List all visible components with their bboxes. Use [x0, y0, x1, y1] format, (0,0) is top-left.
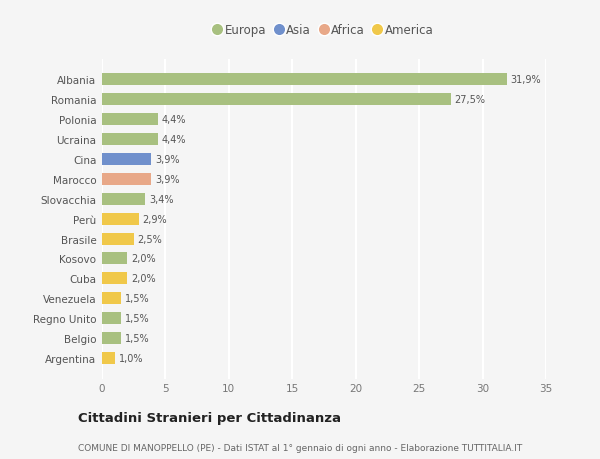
Text: 4,4%: 4,4% [161, 135, 186, 145]
Bar [102, 174, 151, 185]
Text: 3,9%: 3,9% [155, 174, 180, 185]
Text: 2,5%: 2,5% [137, 234, 162, 244]
Text: 31,9%: 31,9% [511, 75, 541, 85]
Bar [102, 94, 451, 106]
Text: 1,5%: 1,5% [125, 313, 149, 324]
Bar [102, 253, 127, 265]
Bar [102, 332, 121, 344]
Bar [102, 134, 158, 146]
Text: COMUNE DI MANOPPELLO (PE) - Dati ISTAT al 1° gennaio di ogni anno - Elaborazione: COMUNE DI MANOPPELLO (PE) - Dati ISTAT a… [78, 443, 522, 452]
Bar [102, 352, 115, 364]
Text: 3,4%: 3,4% [149, 194, 173, 204]
Text: 1,5%: 1,5% [125, 333, 149, 343]
Bar [102, 114, 158, 126]
Bar [102, 313, 121, 325]
Text: 1,0%: 1,0% [118, 353, 143, 363]
Bar [102, 74, 506, 86]
Bar [102, 213, 139, 225]
Text: 4,4%: 4,4% [161, 115, 186, 125]
Text: 27,5%: 27,5% [455, 95, 485, 105]
Text: 1,5%: 1,5% [125, 294, 149, 303]
Text: 3,9%: 3,9% [155, 155, 180, 165]
Text: 2,0%: 2,0% [131, 254, 156, 264]
Bar [102, 154, 151, 166]
Legend: Europa, Asia, Africa, America: Europa, Asia, Africa, America [211, 21, 437, 41]
Text: 2,9%: 2,9% [143, 214, 167, 224]
Bar [102, 273, 127, 285]
Text: 2,0%: 2,0% [131, 274, 156, 284]
Bar [102, 233, 134, 245]
Bar [102, 193, 145, 205]
Text: Cittadini Stranieri per Cittadinanza: Cittadini Stranieri per Cittadinanza [78, 412, 341, 425]
Bar [102, 293, 121, 305]
